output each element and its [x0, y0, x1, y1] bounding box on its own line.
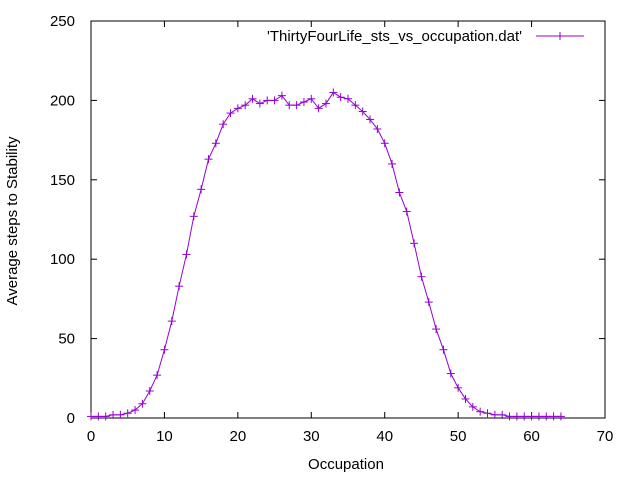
data-point: [454, 383, 463, 392]
data-point: [109, 410, 118, 419]
x-axis-title: Occupation: [308, 456, 384, 473]
data-point: [204, 155, 213, 164]
data-point: [446, 369, 455, 378]
data-point: [101, 412, 110, 421]
data-point: [512, 412, 521, 421]
data-point: [498, 410, 507, 419]
data-point: [219, 120, 228, 129]
data-point: [520, 412, 529, 421]
data-point: [314, 104, 323, 113]
data-point: [542, 412, 551, 421]
data-point: [388, 159, 397, 168]
data-point: [476, 407, 485, 416]
data-point: [226, 109, 235, 118]
data-point: [505, 412, 514, 421]
data-point: [116, 410, 125, 419]
data-point: [94, 412, 103, 421]
data-point: [380, 139, 389, 148]
data-point: [131, 406, 140, 415]
data-point: [307, 94, 316, 103]
data-point: [527, 412, 536, 421]
x-tick-label: 30: [303, 428, 320, 445]
y-axis-title: Average steps to Stability: [4, 136, 21, 305]
data-point: [439, 345, 448, 354]
data-point: [417, 272, 426, 281]
data-point: [145, 387, 154, 396]
data-point: [410, 239, 419, 248]
x-tick-label: 60: [523, 428, 540, 445]
data-point: [344, 94, 352, 103]
data-point: [321, 99, 330, 108]
y-tick-label: 100: [50, 251, 75, 268]
data-point: [299, 97, 308, 106]
data-point: [182, 250, 191, 259]
data-point: [373, 124, 382, 133]
data-point: [336, 93, 345, 102]
data-point: [285, 101, 294, 110]
data-point: [241, 101, 250, 110]
data-point: [358, 107, 367, 116]
data-point: [549, 412, 558, 421]
data-point: [402, 207, 411, 216]
data-point: [270, 96, 279, 105]
data-point: [255, 99, 264, 108]
data-point: [189, 212, 198, 221]
x-tick-label: 40: [376, 428, 393, 445]
data-point: [160, 345, 169, 354]
data-point: [351, 101, 360, 110]
data-point: [197, 185, 206, 194]
legend-label: 'ThirtyFourLife_sts_vs_occupation.dat': [267, 28, 522, 45]
x-tick-label: 10: [156, 428, 173, 445]
data-point: [175, 282, 184, 291]
data-point: [167, 317, 176, 326]
x-tick-label: 50: [450, 428, 467, 445]
y-tick-label: 250: [50, 13, 75, 30]
data-point: [490, 410, 499, 419]
data-point: [432, 325, 441, 334]
data-point: [366, 115, 375, 124]
data-point: [424, 298, 433, 307]
data-point: [556, 412, 565, 421]
y-tick-label: 50: [58, 331, 75, 348]
data-point: [461, 394, 470, 403]
y-tick-label: 150: [50, 172, 75, 189]
data-point: [87, 412, 95, 421]
plot-frame: [90, 20, 606, 419]
data-point: [534, 412, 543, 421]
data-point: [277, 91, 286, 100]
data-point: [138, 399, 147, 408]
x-tick-label: 20: [230, 428, 247, 445]
data-point: [483, 409, 492, 418]
data-point: [211, 139, 220, 148]
data-point: [233, 104, 242, 113]
data-point: [248, 94, 257, 103]
data-point: [292, 101, 301, 110]
data-point: [329, 88, 338, 97]
data-point: [263, 96, 272, 105]
data-point: [468, 402, 477, 411]
legend: 'ThirtyFourLife_sts_vs_occupation.dat': [267, 28, 584, 45]
x-tick-label: 0: [87, 428, 95, 445]
data-point: [123, 409, 132, 418]
data-point: [153, 371, 162, 380]
x-tick-label: 70: [597, 428, 614, 445]
data-point: [395, 188, 404, 197]
series-line: [91, 91, 561, 417]
y-tick-label: 200: [50, 92, 75, 109]
y-tick-label: 0: [67, 410, 75, 427]
